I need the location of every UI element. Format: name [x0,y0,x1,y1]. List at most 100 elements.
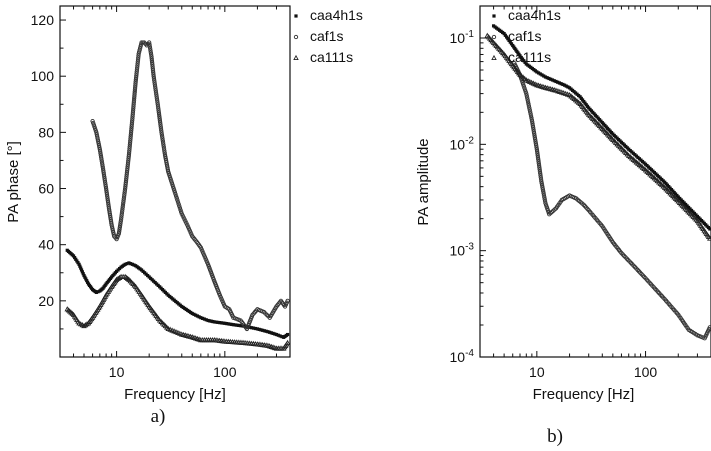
data-point-caa4h1s [235,323,239,327]
data-point-caf1s [150,64,155,69]
data-point-caf1s [103,186,109,191]
data-point-caf1s [156,108,161,113]
data-point-caf1s [151,74,156,79]
data-point-caa4h1s [224,321,229,326]
data-point-caf1s [120,202,126,208]
data-point-caf1s [178,207,183,213]
data-point-caf1s [137,47,142,53]
data-point-caf1s [105,200,111,205]
data-point-caa4h1s [201,316,205,320]
data-point-caf1s [159,130,164,135]
data-point-caa4h1s [231,323,236,327]
data-point-caf1s [124,176,129,181]
panel-label: a) [151,406,166,427]
data-point-caf1s [94,133,100,139]
data-point-caa4h1s [492,14,496,18]
data-point-caf1s [148,52,154,57]
data-point-caa4h1s [226,322,230,326]
data-point-ca111s [293,54,299,61]
data-point-caf1s [134,69,139,74]
series-caf1s [90,40,290,332]
data-point-caa4h1s [77,262,81,266]
data-point-caf1s [526,101,531,106]
data-point-caf1s [92,124,97,129]
data-point-caf1s [157,116,162,121]
data-point-caf1s [103,180,108,185]
data-point-caf1s [539,179,544,184]
data-point-caf1s [120,209,125,214]
data-point-caf1s [123,186,128,191]
data-point-caf1s [149,54,154,59]
data-point-caf1s [97,145,102,150]
data-point-caf1s [707,325,711,330]
data-point-caf1s [176,201,181,207]
data-point-caf1s [168,177,173,182]
data-point-caf1s [293,34,299,40]
data-point-caf1s [118,221,123,226]
data-point-caf1s [177,205,183,211]
data-point-caf1s [153,86,158,91]
data-point-caa4h1s [564,84,568,88]
data-point-caf1s [149,60,155,65]
data-point-caf1s [97,147,102,152]
data-point-caf1s [129,122,134,127]
data-point-caf1s [102,176,107,181]
data-point-caf1s [530,121,535,126]
y-tick-label: 20 [38,293,54,309]
data-point-caa4h1s [76,261,80,265]
data-point-caa4h1s [251,326,256,330]
data-point-caf1s [542,194,547,200]
data-point-caa4h1s [125,262,129,266]
data-point-caa4h1s [192,312,196,316]
data-point-caf1s [175,197,180,203]
data-point-caf1s [542,198,548,204]
data-point-caf1s [132,87,138,93]
data-point-caf1s [534,145,539,150]
data-point-caf1s [170,182,175,187]
data-point-caa4h1s [190,311,194,316]
data-point-caa4h1s [559,82,563,86]
data-point-caf1s [136,55,141,60]
data-point-caf1s [531,127,536,132]
data-point-caf1s [150,68,156,73]
data-point-caf1s [125,164,130,169]
data-point-caa4h1s [519,55,523,60]
data-point-caf1s [525,95,530,100]
legend-item-ca111s: ca111s [293,49,353,65]
data-point-caf1s [135,61,140,66]
data-point-caf1s [137,45,143,51]
data-point-caf1s [105,194,110,199]
data-point-caa4h1s [543,75,548,79]
data-point-caf1s [538,173,543,178]
legend-item-caf1s: caf1s [293,28,343,44]
data-point-caf1s [99,160,105,166]
data-point-caa4h1s [130,262,135,266]
data-point-caf1s [96,139,101,144]
data-point-caf1s [178,209,184,214]
y-tick-label: 10-3 [450,242,475,259]
data-point-caa4h1s [542,74,546,78]
data-point-caa4h1s [194,313,198,317]
data-point-caf1s [161,144,166,149]
data-point-caf1s [163,156,168,161]
data-point-caa4h1s [507,38,511,43]
data-point-ca111s [116,274,123,280]
data-point-caf1s [158,124,163,129]
data-point-caf1s [538,177,544,182]
data-point-caf1s [522,85,527,91]
series-caf1s [512,61,711,341]
data-point-ca111s [491,54,497,61]
data-point-caf1s [169,180,175,186]
data-point-caf1s [165,165,170,171]
x-tick-label: 10 [529,364,545,380]
data-point-caf1s [135,65,140,70]
data-point-caf1s [527,107,532,112]
legend-label: caa4h1s [310,7,363,23]
y-tick-label: 60 [38,181,54,197]
data-point-caf1s [542,196,547,202]
data-point-caf1s [541,193,547,198]
data-point-caa4h1s [538,72,542,76]
data-point-caf1s [99,156,104,162]
data-point-caf1s [156,106,161,111]
